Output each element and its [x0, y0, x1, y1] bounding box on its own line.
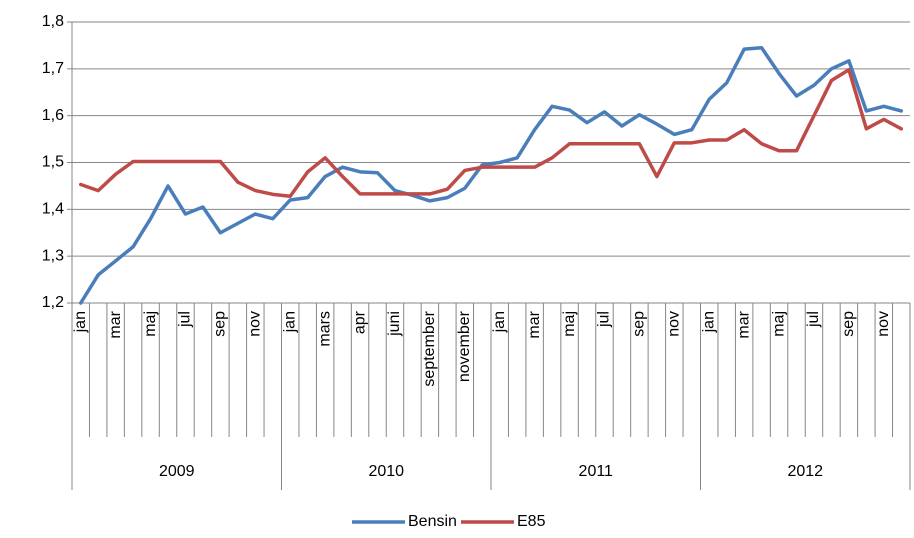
y-tick-label: 1,5	[42, 154, 64, 171]
series-line	[78, 68, 904, 198]
x-tick-label: nov	[247, 311, 264, 337]
x-tick-label: jul	[177, 311, 194, 328]
x-tick-label: november	[456, 310, 473, 382]
x-tick-label: jan	[72, 311, 89, 333]
y-tick-label: 1,3	[42, 247, 64, 264]
x-tick-label: apr	[351, 310, 368, 334]
x-tick-label: mar	[107, 310, 124, 338]
x-tick-label: jul	[805, 311, 822, 328]
y-tick-label: 1,6	[42, 107, 64, 124]
y-tick-label: 1,7	[42, 60, 64, 77]
x-tick-label: sep	[840, 311, 857, 337]
x-tick-label: maj	[770, 311, 787, 337]
x-tick-label: mars	[316, 311, 333, 347]
x-tick-label: maj	[142, 311, 159, 337]
y-tick-label: 1,2	[42, 294, 64, 311]
legend-label: E85	[517, 513, 546, 530]
series-line	[78, 46, 904, 305]
group-label: 2012	[787, 463, 823, 480]
y-tick-label: 1,4	[42, 201, 64, 218]
x-tick-label: nov	[875, 311, 892, 337]
x-tick-label: jan	[491, 311, 508, 333]
x-tick-label: nov	[666, 311, 683, 337]
x-tick-label: september	[421, 310, 438, 386]
y-tick-label: 1,8	[42, 13, 64, 30]
x-tick-label: mar	[526, 310, 543, 338]
legend-label: Bensin	[408, 513, 457, 530]
x-tick-label: sep	[631, 311, 648, 337]
x-tick-label: mar	[735, 310, 752, 338]
x-tick-label: jan	[281, 311, 298, 333]
x-tick-label: jul	[596, 311, 613, 328]
x-tick-label: jan	[700, 311, 717, 333]
group-label: 2011	[579, 463, 614, 480]
group-label: 2009	[159, 463, 195, 480]
x-tick-label: sep	[212, 311, 229, 337]
x-tick-label: maj	[561, 311, 578, 337]
group-label: 2010	[368, 463, 404, 480]
x-tick-label: juni	[386, 311, 403, 337]
